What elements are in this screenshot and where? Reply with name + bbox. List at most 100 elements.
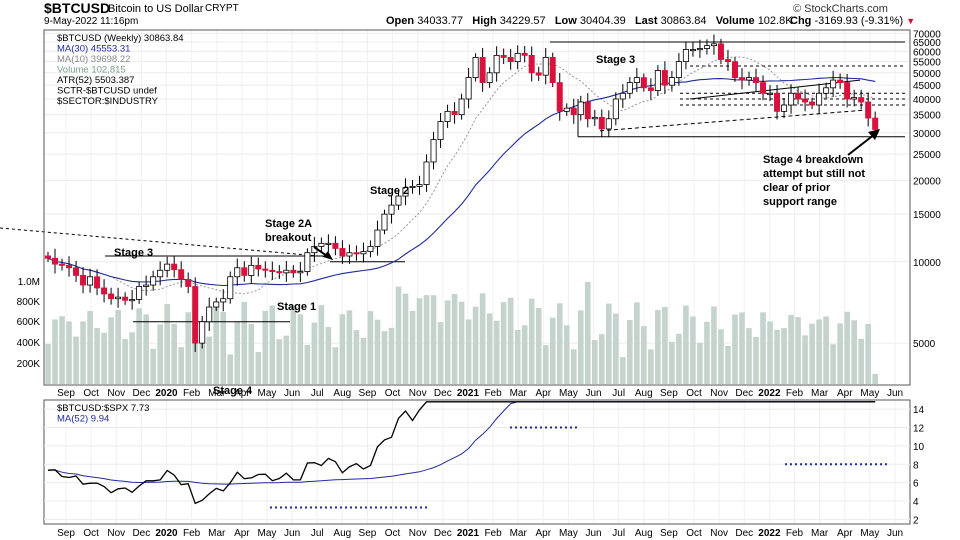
candle-body: [255, 264, 262, 270]
volume-bar: [80, 321, 86, 384]
x-tick-label: Oct: [83, 528, 99, 539]
arrow-stage4-head: [868, 129, 880, 140]
candle-body: [374, 229, 381, 247]
x-tick-label: May: [559, 388, 578, 399]
volume-bar: [332, 347, 339, 384]
volume-bar: [402, 293, 409, 384]
candle-body: [451, 110, 458, 116]
symbol-label: $BTCUSD: [44, 0, 111, 16]
volume-bar: [395, 286, 402, 384]
last-value: 30863.84: [660, 15, 707, 27]
candle-body: [220, 298, 227, 303]
change-readout: Chg -3169.93 (-9.31%) ▼: [790, 15, 915, 27]
x-tick-label: Nov: [710, 388, 728, 399]
volume-bar: [423, 295, 430, 384]
volume-bar: [704, 321, 710, 384]
x-tick-label: Mar: [208, 388, 226, 399]
x-tick-label: Feb: [786, 528, 804, 539]
volume-bar: [122, 339, 128, 384]
volume-bar: [150, 348, 156, 384]
x-tick-label: Feb: [484, 388, 502, 399]
volume-bar: [584, 282, 591, 384]
candle-body: [619, 92, 626, 100]
candle-body: [227, 276, 234, 300]
x-tick-label: Mar: [510, 388, 528, 399]
chg-value: -3169.93 (-9.31%): [814, 15, 904, 27]
candle-body: [696, 48, 703, 51]
candle-body: [360, 251, 367, 255]
candle-body: [157, 269, 164, 278]
x-tick-label: Mar: [811, 528, 829, 539]
rising-trendline: [599, 109, 871, 132]
volume-bar: [486, 313, 493, 384]
volume-bar: [444, 300, 451, 384]
volume-bar: [634, 302, 640, 384]
volume-bar: [732, 314, 738, 384]
x-tick-label: May: [258, 388, 277, 399]
volume-bar: [872, 374, 878, 384]
candle-body: [262, 268, 269, 271]
volume-bar: [311, 322, 318, 384]
volume-bar: [164, 304, 170, 384]
candle-body: [304, 252, 311, 272]
symbol-name: Bitcoin to US Dollar: [108, 3, 204, 15]
ratio-tick-label: 4: [913, 497, 919, 508]
volume-bar: [865, 323, 871, 384]
candle-body: [605, 118, 612, 130]
candle-body: [661, 70, 668, 86]
candle-body: [654, 70, 661, 91]
candle-body: [872, 117, 879, 130]
volume-bar: [339, 314, 346, 384]
legend-entry: $SECTOR:$INDUSTRY: [57, 96, 159, 107]
volume-bar: [241, 302, 248, 384]
candlesticks: [45, 34, 879, 352]
candle-body: [276, 271, 283, 274]
candle-body: [731, 61, 738, 79]
volume-bar: [816, 319, 822, 384]
volume-bar: [641, 326, 647, 384]
candle-body: [80, 275, 87, 286]
volume-bar: [136, 308, 142, 384]
volume-bar: [227, 354, 234, 384]
volume-bar: [613, 313, 619, 384]
chart-header: $BTCUSD Bitcoin to US Dollar CRYPT © Sto…: [0, 0, 960, 28]
x-tick-label: Feb: [183, 388, 201, 399]
legend-entry: $BTCUSD (Weekly) 30863.84: [57, 33, 184, 44]
annotations: Stage 3 Stage 2A breakout Stage 1 Stage 2 Sta…: [114, 54, 880, 397]
candle-body: [774, 92, 781, 112]
candle-body: [122, 296, 129, 301]
candle-body: [325, 242, 332, 245]
x-tick-label: 2020: [155, 388, 178, 399]
arrow-stage2a-head: [323, 251, 333, 260]
x-tick-label: Sep: [660, 528, 678, 539]
candle-body: [598, 116, 605, 130]
x-tick-label: Apr: [837, 528, 853, 539]
x-tick-label: Dec: [735, 388, 753, 399]
volume-bar: [129, 332, 135, 384]
candle-body: [290, 269, 297, 274]
candle-body: [851, 97, 858, 100]
x-tick-label: Mar: [208, 528, 226, 539]
candle-body: [192, 286, 199, 344]
volume-bar: [648, 349, 654, 384]
candle-body: [101, 287, 108, 295]
volume-bar: [767, 321, 773, 384]
volume-bar: [381, 331, 388, 384]
candle-body: [710, 43, 717, 47]
volume-bar: [458, 301, 465, 384]
open-label: Open: [386, 15, 415, 27]
ohlc-readout: Open 34033.77 High 34229.57 Low 30404.39…: [386, 15, 793, 27]
volume-bar: [276, 339, 283, 384]
volume-bar: [171, 323, 177, 384]
annotation-stage2: Stage 2: [370, 185, 409, 197]
volume-bar: [662, 306, 668, 384]
volume-bar: [577, 310, 584, 384]
volume-bar: [620, 357, 626, 384]
x-tick-label: May: [860, 388, 879, 399]
price-tick-label: 10000: [913, 258, 941, 269]
low-value: 30404.39: [579, 15, 626, 27]
x-tick-label: Apr: [234, 528, 250, 539]
candle-body: [584, 101, 591, 120]
candle-body: [199, 321, 206, 344]
x-tick-label: Jun: [284, 388, 300, 399]
